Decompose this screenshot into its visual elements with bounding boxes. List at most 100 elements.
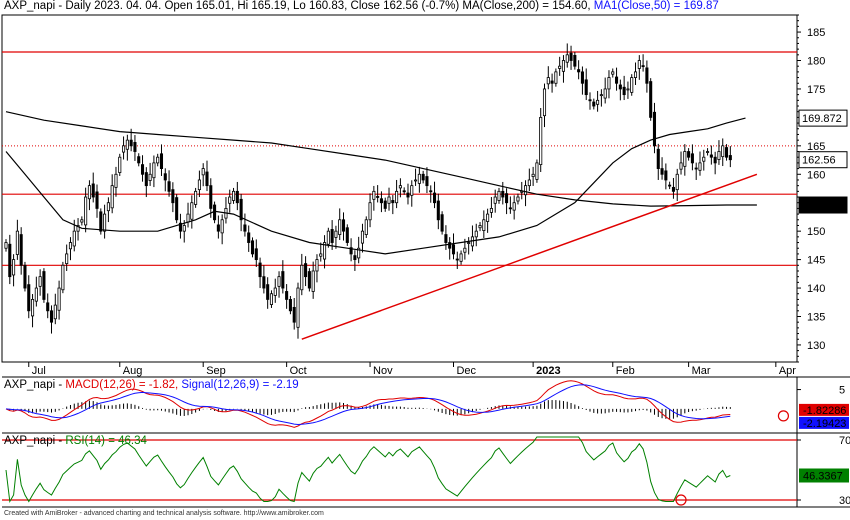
candle-body (558, 65, 562, 69)
candle-body (205, 171, 209, 187)
candle-body (497, 190, 501, 201)
candle-body (694, 167, 698, 170)
macd-header-prefix: AXP_napi - (4, 379, 66, 391)
candle-body (269, 293, 273, 305)
candle-body (531, 173, 535, 177)
candle-body (580, 71, 584, 84)
macd-highlight-circle (777, 410, 790, 422)
x-axis-tick-label: Nov (373, 365, 393, 377)
ma50-price-tag-bg (798, 109, 848, 127)
candle-body (706, 151, 710, 153)
macd-y-tick-label: 5 (839, 385, 845, 397)
last-price-tag-bg (798, 151, 848, 169)
candle-body (440, 214, 444, 232)
candle-body (319, 253, 323, 257)
price-y-tick-label: 180 (807, 56, 825, 68)
candle-body (53, 304, 57, 320)
candle-body (144, 172, 148, 187)
candle-body (250, 240, 255, 255)
candle-body (182, 225, 186, 232)
candle-body (645, 67, 649, 84)
candle-body (607, 77, 611, 90)
candle-body (508, 207, 512, 210)
x-axis-tick-label: 2023 (536, 365, 560, 377)
candle-body (368, 202, 372, 221)
candle-body (709, 154, 713, 158)
candle-body (156, 156, 160, 164)
candle-body (573, 54, 577, 67)
candle-body (231, 190, 236, 201)
candle-body (565, 54, 569, 63)
x-axis-tick-label: Apr (779, 365, 796, 377)
candle-body (110, 185, 114, 209)
candle-body (577, 69, 581, 73)
price-y-tick-label: 140 (807, 283, 825, 295)
candle-body (630, 77, 634, 93)
candle-body (649, 81, 653, 118)
candle-body (239, 198, 243, 221)
candle-body (524, 185, 528, 196)
candle-body (163, 173, 167, 181)
candle-body (243, 224, 247, 232)
candle-body (436, 200, 440, 221)
footer-credit: Created with AmiBroker - advanced charti… (4, 510, 324, 517)
candle-body (201, 168, 205, 176)
candle-body (122, 145, 126, 153)
candle-body (140, 164, 145, 175)
ma200-legend: MA(Close,200) = 154.60, (462, 0, 591, 12)
candle-body (277, 276, 281, 287)
candle-body (486, 213, 490, 222)
candle-body (542, 88, 547, 117)
candle-body (285, 291, 289, 300)
rsi-line (5, 436, 731, 504)
candle-body (87, 185, 91, 200)
price-header-title: AXP_napi - Daily 2023. 04. 04. Open 165.… (4, 0, 460, 12)
candle-body (46, 302, 50, 312)
candle-body (618, 84, 622, 90)
candle-body (474, 230, 478, 238)
candle-body (326, 230, 330, 245)
candle-body (315, 259, 319, 272)
rsi-header-prefix: AXP_napi - (4, 435, 66, 447)
macd-value-tag-bg (799, 403, 849, 416)
candle-body (220, 219, 224, 234)
candle-body (395, 190, 399, 204)
candle-body (258, 262, 262, 278)
candle-body (247, 232, 251, 243)
rsi-legend: RSI(14) = 46.34 (65, 435, 147, 447)
x-axis-tick-label: Mar (692, 365, 711, 377)
candle-body (584, 79, 588, 96)
candle-body (668, 184, 672, 187)
candle-body (417, 173, 421, 184)
candle-body (292, 306, 296, 323)
candle-body (8, 243, 12, 278)
price-header: AXP_napi - Daily 2023. 04. 04. Open 165.… (4, 0, 719, 12)
candle-body (398, 185, 402, 189)
candle-body (106, 202, 110, 212)
candle-body (99, 211, 103, 232)
candle-body (463, 247, 467, 253)
macd-legend: MACD(12,26) = -1.82, (65, 379, 179, 391)
candle-body (633, 71, 638, 78)
candle-body (23, 264, 27, 289)
candle-body (95, 191, 99, 209)
candle-body (288, 299, 292, 312)
candle-body (57, 287, 61, 311)
candle-body (611, 71, 615, 75)
candle-body (402, 190, 406, 193)
candle-body (84, 196, 88, 226)
candle-body (698, 162, 702, 171)
candle-body (281, 271, 285, 289)
signal-line (5, 384, 731, 426)
candle-body (80, 219, 84, 223)
candle-body (178, 222, 182, 232)
rsi-header: AXP_napi - RSI(14) = 46.34 (4, 435, 147, 447)
ma200-line (5, 111, 757, 207)
candle-body (414, 179, 418, 182)
candle-body (561, 60, 566, 72)
candle-body (307, 271, 311, 289)
candle-body (652, 111, 657, 147)
candle-body (660, 168, 664, 175)
candle-body (304, 263, 308, 278)
candle-body (459, 253, 463, 262)
